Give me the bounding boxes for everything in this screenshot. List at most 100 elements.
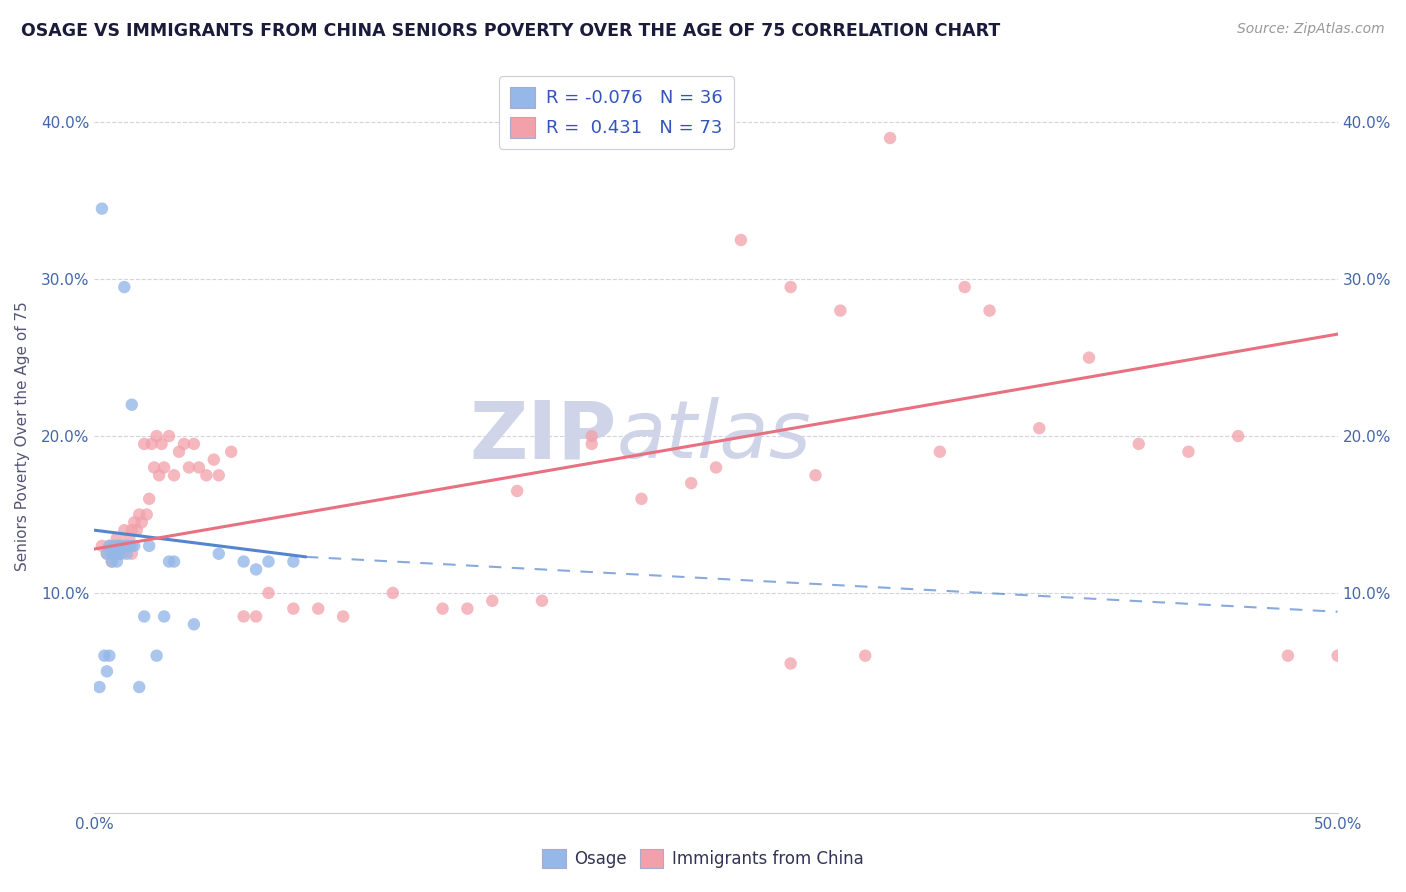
Point [245, 562, 267, 576]
Point [98, 648, 121, 663]
Point [118, 539, 141, 553]
Point [232, 609, 254, 624]
Point [381, 586, 404, 600]
Point [121, 547, 143, 561]
Point [143, 460, 166, 475]
Point [177, 460, 200, 475]
Point [111, 547, 134, 561]
Point [928, 444, 950, 458]
Point [148, 468, 170, 483]
Y-axis label: Seniors Poverty Over the Age of 75: Seniors Poverty Over the Age of 75 [15, 301, 30, 571]
Point [122, 516, 145, 530]
Point [134, 609, 156, 624]
Point [138, 491, 160, 506]
Point [506, 483, 529, 498]
Point [681, 476, 703, 491]
Point [730, 233, 752, 247]
Point [101, 547, 124, 561]
Text: OSAGE VS IMMIGRANTS FROM CHINA SENIORS POVERTY OVER THE AGE OF 75 CORRELATION CH: OSAGE VS IMMIGRANTS FROM CHINA SENIORS P… [21, 22, 1000, 40]
Point [163, 468, 186, 483]
Point [121, 523, 143, 537]
Point [101, 555, 124, 569]
Point [157, 555, 180, 569]
Point [128, 508, 150, 522]
Point [96, 665, 118, 679]
Point [853, 648, 876, 663]
Point [245, 609, 267, 624]
Point [208, 468, 231, 483]
Point [1177, 444, 1199, 458]
Point [183, 617, 205, 632]
Point [183, 437, 205, 451]
Point [157, 429, 180, 443]
Point [1277, 648, 1299, 663]
Point [581, 429, 603, 443]
Point [128, 680, 150, 694]
Point [108, 547, 131, 561]
Point [122, 539, 145, 553]
Point [153, 609, 176, 624]
Legend: R = -0.076   N = 36, R =  0.431   N = 73: R = -0.076 N = 36, R = 0.431 N = 73 [499, 76, 734, 149]
Point [121, 398, 143, 412]
Point [112, 539, 135, 553]
Point [101, 555, 124, 569]
Point [432, 601, 454, 615]
Point [98, 539, 121, 553]
Point [96, 547, 118, 561]
Point [153, 460, 176, 475]
Point [202, 452, 225, 467]
Point [103, 547, 125, 561]
Point [456, 601, 478, 615]
Point [283, 601, 305, 615]
Point [141, 437, 163, 451]
Point [953, 280, 976, 294]
Point [103, 547, 125, 561]
Point [105, 555, 128, 569]
Point [98, 539, 121, 553]
Point [134, 437, 156, 451]
Point [630, 491, 652, 506]
Point [481, 594, 503, 608]
Point [96, 547, 118, 561]
Text: ZIP: ZIP [470, 397, 617, 475]
Point [105, 531, 128, 545]
Point [135, 508, 157, 522]
Point [118, 531, 141, 545]
Legend: Osage, Immigrants from China: Osage, Immigrants from China [536, 842, 870, 875]
Point [1326, 648, 1348, 663]
Point [1227, 429, 1250, 443]
Point [115, 547, 138, 561]
Point [208, 547, 231, 561]
Point [779, 280, 801, 294]
Point [115, 539, 138, 553]
Point [103, 539, 125, 553]
Point [163, 555, 186, 569]
Point [150, 437, 173, 451]
Point [1078, 351, 1101, 365]
Point [145, 648, 167, 663]
Point [830, 303, 852, 318]
Text: atlas: atlas [617, 397, 811, 475]
Point [704, 460, 727, 475]
Point [283, 555, 305, 569]
Point [125, 523, 148, 537]
Point [979, 303, 1001, 318]
Point [1128, 437, 1150, 451]
Point [121, 539, 143, 553]
Point [131, 516, 153, 530]
Point [530, 594, 553, 608]
Point [1028, 421, 1050, 435]
Point [89, 680, 111, 694]
Point [111, 539, 134, 553]
Point [90, 202, 112, 216]
Point [90, 539, 112, 553]
Point [103, 539, 125, 553]
Point [112, 280, 135, 294]
Point [167, 444, 190, 458]
Point [307, 601, 329, 615]
Point [108, 547, 131, 561]
Point [332, 609, 354, 624]
Point [145, 429, 167, 443]
Point [195, 468, 218, 483]
Point [779, 657, 801, 671]
